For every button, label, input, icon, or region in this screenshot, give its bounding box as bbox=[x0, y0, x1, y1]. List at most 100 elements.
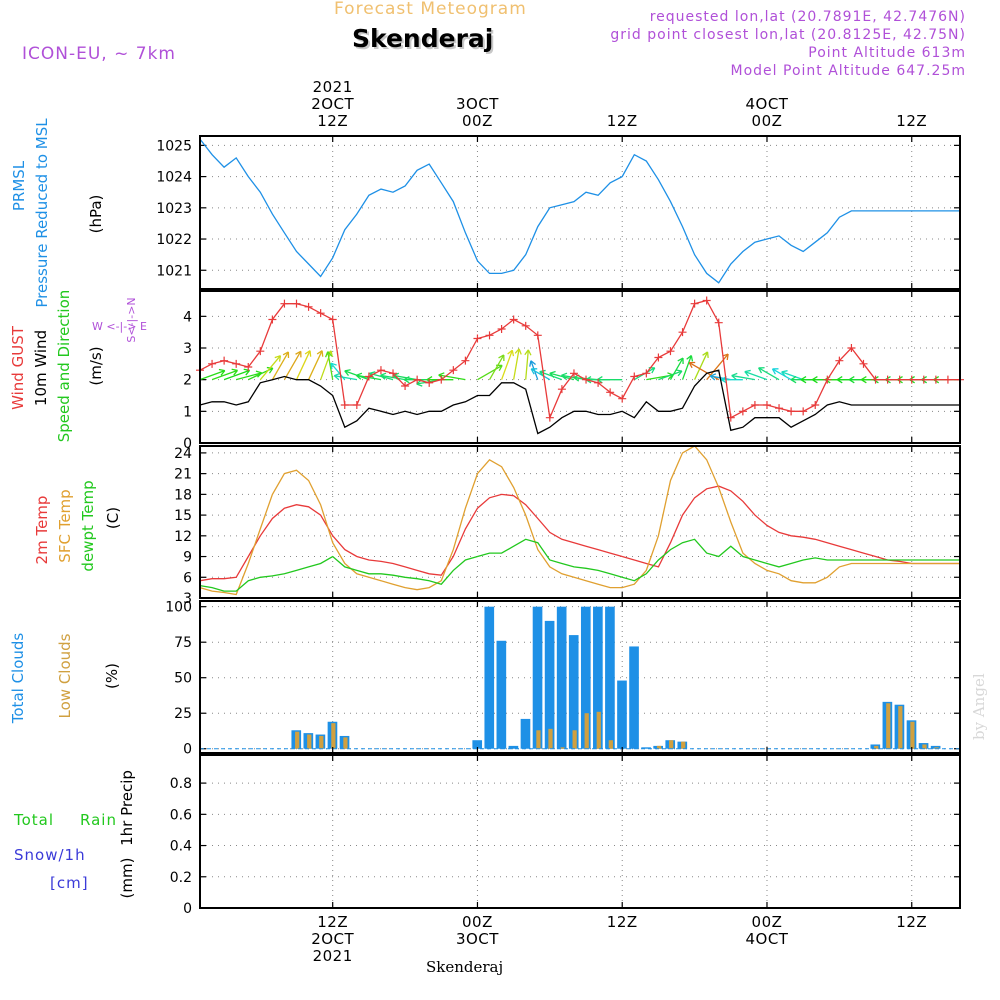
prmsl-label: PRMSL bbox=[10, 160, 28, 211]
wind-direction-arrow bbox=[320, 350, 332, 380]
gust-marker bbox=[787, 407, 796, 416]
low-clouds-bar bbox=[596, 711, 601, 749]
total-clouds-bar bbox=[532, 606, 543, 749]
gust-marker bbox=[738, 407, 747, 416]
gust-marker bbox=[545, 413, 554, 422]
gust-marker bbox=[702, 296, 711, 305]
gust-marker bbox=[316, 309, 325, 318]
gust-marker bbox=[328, 315, 337, 324]
wind-direction-arrow bbox=[211, 369, 238, 381]
wind-arrow-head bbox=[549, 370, 556, 378]
wind-arrow-head bbox=[231, 368, 239, 376]
wind-arrow-head bbox=[355, 372, 363, 380]
wind-direction-arrow bbox=[772, 368, 792, 381]
y-tick-label: 1021 bbox=[156, 263, 192, 279]
wind-direction-arrow bbox=[327, 351, 334, 380]
gust-marker bbox=[847, 344, 856, 352]
wind-arrow-head bbox=[560, 372, 568, 380]
gust-marker bbox=[690, 299, 699, 308]
gust-marker bbox=[352, 401, 361, 409]
low-clouds-bar bbox=[536, 730, 541, 749]
wind-direction-arrow bbox=[758, 367, 780, 381]
wind-10m-label: 10m Wind bbox=[32, 330, 50, 406]
clouds-unit-label: (%) bbox=[103, 663, 121, 689]
gust-marker bbox=[232, 359, 241, 368]
low-clouds-bar bbox=[319, 735, 324, 749]
low-clouds-bar bbox=[874, 745, 879, 749]
panel-frame bbox=[199, 135, 961, 290]
low-clouds-bar bbox=[584, 713, 589, 749]
low-clouds-bar bbox=[548, 728, 553, 749]
total-clouds-bar bbox=[520, 718, 531, 749]
gust-marker bbox=[401, 382, 410, 390]
gust-marker bbox=[497, 325, 506, 333]
gust-marker bbox=[835, 356, 844, 365]
gust-marker bbox=[895, 375, 904, 384]
model-name: ICON-EU, ~ 7km bbox=[22, 44, 176, 64]
wind-arrow-head bbox=[274, 355, 282, 362]
y-tick-label: 75 bbox=[174, 635, 192, 651]
y-tick-label: 50 bbox=[174, 671, 192, 687]
wind-arrow-head bbox=[218, 368, 226, 376]
y-tick-label: 0 bbox=[183, 436, 192, 452]
wind-arrow-head bbox=[529, 360, 536, 367]
low-clouds-bar bbox=[608, 740, 613, 749]
total-clouds-bar bbox=[544, 620, 555, 749]
gust-marker bbox=[340, 401, 349, 409]
top-axis-label: 3OCT bbox=[456, 95, 499, 113]
bottom-axis-label: 12Z bbox=[317, 913, 348, 931]
y-tick-label: 24 bbox=[174, 446, 192, 462]
snow-unit-label: [cm] bbox=[50, 874, 89, 892]
low-clouds-bar bbox=[934, 747, 939, 749]
top-axis-label: 12Z bbox=[607, 112, 638, 130]
gust-marker bbox=[220, 356, 229, 365]
wind-arrow-head bbox=[498, 354, 505, 361]
y-tick-label: 15 bbox=[174, 508, 192, 524]
gust-marker bbox=[208, 359, 217, 368]
wind-direction-arrow bbox=[223, 369, 250, 381]
wind-arrow-head bbox=[333, 372, 341, 381]
wind-arrow-head bbox=[380, 372, 387, 380]
gust-marker bbox=[654, 353, 663, 362]
pressure-msl-label: Pressure Reduced to MSL bbox=[33, 118, 51, 308]
compass-ns: S<-|->N bbox=[125, 297, 138, 342]
wind-arrow-head bbox=[836, 376, 843, 384]
wind-arrow-head bbox=[709, 373, 717, 381]
dewpt-label: dewpt Temp bbox=[79, 480, 97, 571]
total-clouds-label: Total Clouds bbox=[9, 633, 27, 725]
footer-station: Skenderaj bbox=[426, 958, 504, 976]
gust-marker bbox=[750, 401, 759, 409]
wind-direction-arrow bbox=[295, 350, 311, 380]
gust-marker bbox=[280, 299, 289, 308]
wind-direction-arrow bbox=[658, 370, 683, 381]
total-clouds-bar bbox=[605, 606, 615, 749]
wind-direction-arrow bbox=[731, 374, 756, 381]
gust-marker bbox=[449, 366, 458, 375]
y-tick-label: 25 bbox=[174, 706, 192, 722]
gust-marker bbox=[823, 375, 832, 384]
y-tick-label: 3 bbox=[183, 341, 192, 357]
wind-direction-arrow bbox=[271, 351, 289, 380]
wind-arrow-head bbox=[324, 351, 333, 358]
bottom-axis-label: 2OCT bbox=[311, 930, 354, 948]
gust-marker bbox=[883, 375, 892, 384]
low-clouds-bar bbox=[669, 740, 674, 749]
total-clouds-bar bbox=[629, 646, 639, 749]
wind-direction-arrow bbox=[236, 372, 262, 381]
total-clouds-bar bbox=[593, 606, 603, 749]
wind-direction-arrow bbox=[283, 351, 302, 380]
wind-arrow-head bbox=[744, 369, 751, 377]
wind-direction-arrow bbox=[438, 374, 466, 381]
y-tick-label: 9 bbox=[183, 550, 192, 566]
gust-marker bbox=[907, 375, 916, 384]
low-clouds-bar bbox=[295, 731, 300, 749]
y-tick-label: 0.2 bbox=[170, 870, 192, 886]
wind-arrow-head bbox=[330, 362, 337, 370]
y-tick-label: 18 bbox=[174, 487, 192, 503]
y-tick-label: 3 bbox=[183, 591, 192, 607]
wind-arrow-head bbox=[686, 355, 694, 362]
total-clouds-bar bbox=[641, 747, 651, 749]
panel-frame bbox=[199, 600, 961, 754]
wind-arrow-head bbox=[758, 367, 765, 374]
low-clouds-bar bbox=[886, 703, 891, 749]
